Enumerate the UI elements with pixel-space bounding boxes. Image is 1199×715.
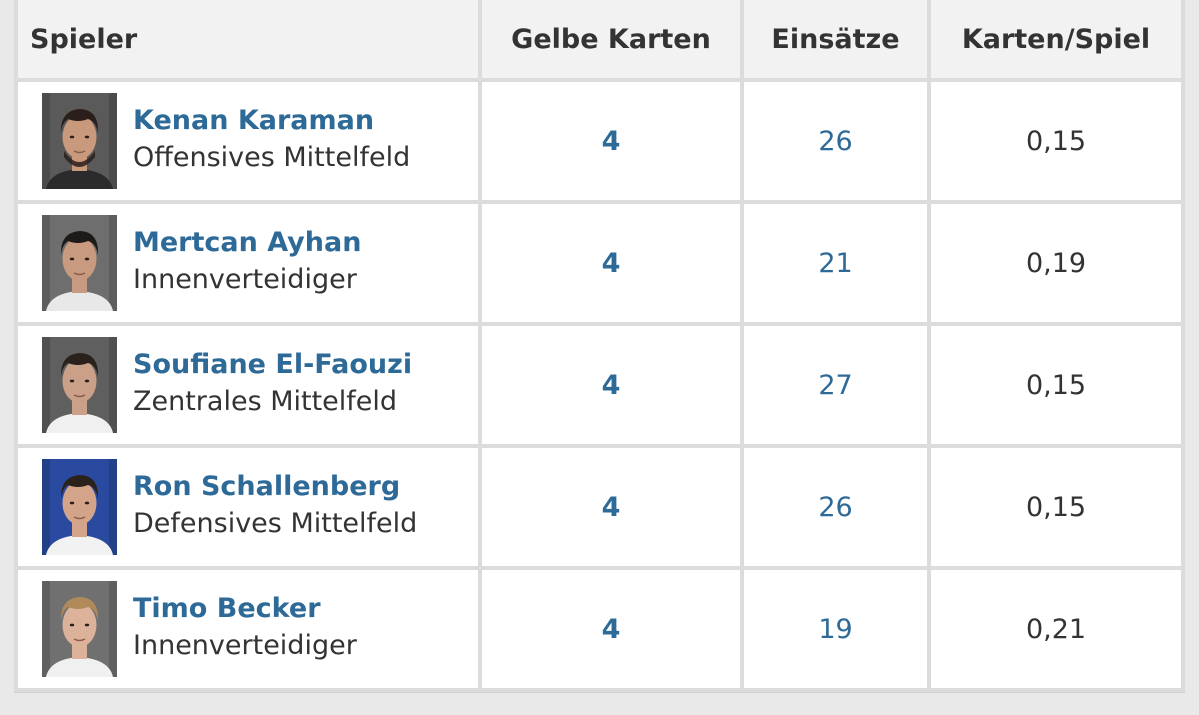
appearances-value[interactable]: 26 [744, 448, 927, 566]
player-position: Offensives Mittelfeld [133, 142, 411, 173]
player-photo[interactable] [42, 581, 117, 677]
table-row: Soufiane El-Faouzi Zentrales Mittelfeld 4 2… [18, 326, 1181, 444]
player-name-link[interactable]: Kenan Karaman [133, 105, 375, 136]
cards-table-container: Spieler Gelbe Karten Einsätze Karten/Spi… [14, 0, 1185, 692]
player-position: Innenverteidiger [133, 630, 357, 661]
player-cell: Timo Becker Innenverteidiger [18, 570, 478, 688]
table-row: Timo Becker Innenverteidiger 4 19 0,21 [18, 570, 1181, 688]
table-header-row: Spieler Gelbe Karten Einsätze Karten/Spi… [18, 0, 1181, 78]
player-name-link[interactable]: Ron Schallenberg [133, 471, 401, 502]
appearances-value[interactable]: 26 [744, 82, 927, 200]
player-cell: Mertcan Ayhan Innenverteidiger [18, 204, 478, 322]
table-row: Kenan Karaman Offensives Mittelfeld 4 26 0,1… [18, 82, 1181, 200]
player-photo[interactable] [42, 215, 117, 311]
table-row: Ron Schallenberg Defensives Mittelfeld 4 26… [18, 448, 1181, 566]
player-position: Defensives Mittelfeld [133, 508, 418, 539]
cards-per-game-value: 0,19 [931, 204, 1181, 322]
header-cards-per-game[interactable]: Karten/Spiel [931, 0, 1181, 78]
table-row: Mertcan Ayhan Innenverteidiger 4 21 0,19 [18, 204, 1181, 322]
header-player[interactable]: Spieler [18, 0, 478, 78]
cards-per-game-value: 0,21 [931, 570, 1181, 688]
player-name-link[interactable]: Timo Becker [133, 593, 321, 624]
player-photo[interactable] [42, 337, 117, 433]
player-position: Zentrales Mittelfeld [133, 386, 398, 417]
yellow-cards-value[interactable]: 4 [482, 82, 740, 200]
player-cell: Kenan Karaman Offensives Mittelfeld [18, 82, 478, 200]
player-cell: Ron Schallenberg Defensives Mittelfeld [18, 448, 478, 566]
player-name-link[interactable]: Mertcan Ayhan [133, 227, 362, 258]
yellow-cards-value[interactable]: 4 [482, 204, 740, 322]
cards-per-game-value: 0,15 [931, 448, 1181, 566]
appearances-value[interactable]: 21 [744, 204, 927, 322]
yellow-cards-value[interactable]: 4 [482, 570, 740, 688]
player-photo[interactable] [42, 459, 117, 555]
player-photo[interactable] [42, 93, 117, 189]
yellow-cards-table: Spieler Gelbe Karten Einsätze Karten/Spi… [14, 0, 1185, 692]
player-name-link[interactable]: Soufiane El-Faouzi [133, 349, 413, 380]
appearances-value[interactable]: 19 [744, 570, 927, 688]
player-cell: Soufiane El-Faouzi Zentrales Mittelfeld [18, 326, 478, 444]
header-appearances[interactable]: Einsätze [744, 0, 927, 78]
player-position: Innenverteidiger [133, 264, 357, 295]
cards-per-game-value: 0,15 [931, 326, 1181, 444]
yellow-cards-value[interactable]: 4 [482, 326, 740, 444]
header-yellow-cards[interactable]: Gelbe Karten [482, 0, 740, 78]
appearances-value[interactable]: 27 [744, 326, 927, 444]
cards-per-game-value: 0,15 [931, 82, 1181, 200]
yellow-cards-value[interactable]: 4 [482, 448, 740, 566]
